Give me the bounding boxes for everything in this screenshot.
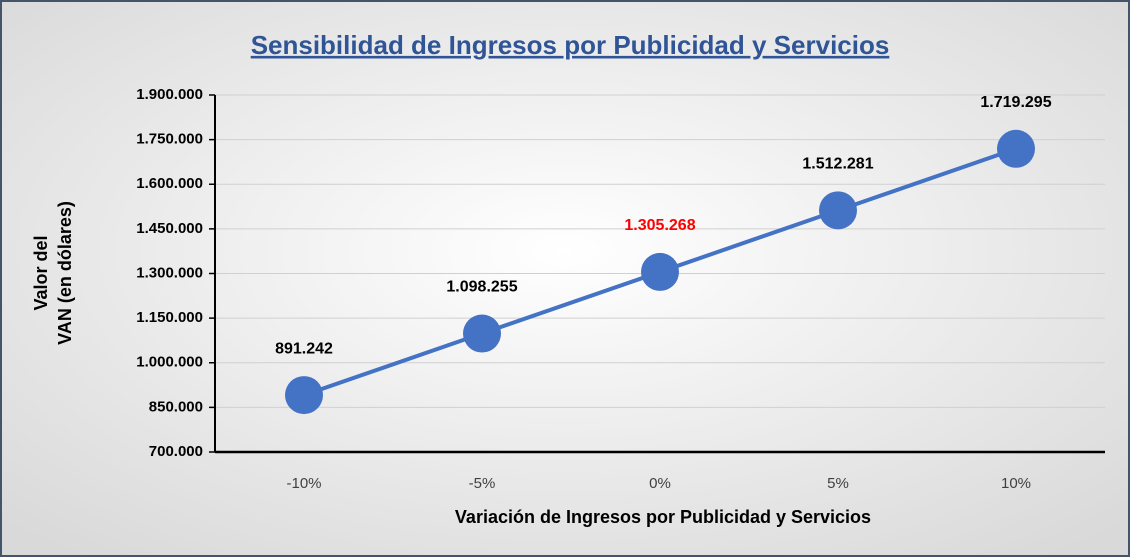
y-tick-label: 1.900.000 (136, 86, 203, 103)
y-tick-label: 1.600.000 (136, 175, 203, 192)
x-tick-label: 5% (827, 475, 849, 492)
x-tick-label: -5% (469, 475, 496, 492)
y-tick-label: 1.000.000 (136, 354, 203, 371)
x-tick-label: -10% (286, 475, 321, 492)
data-point (997, 129, 1035, 168)
data-label: 1.098.255 (446, 279, 517, 296)
data-point (819, 191, 857, 230)
data-point (285, 376, 323, 415)
chart-title: Sensibilidad de Ingresos por Publicidad … (251, 30, 890, 60)
y-axis-title: Valor del (31, 235, 51, 310)
y-tick-label: 1.300.000 (136, 264, 203, 281)
data-point (641, 252, 679, 291)
data-label: 1.719.295 (980, 94, 1051, 111)
x-tick-label: 10% (1001, 475, 1031, 492)
data-label: 891.242 (275, 340, 333, 357)
y-tick-label: 850.000 (149, 398, 203, 415)
y-tick-label: 1.150.000 (136, 309, 203, 326)
y-axis-title: VAN (en dólares) (55, 201, 75, 345)
y-tick-label: 1.450.000 (136, 220, 203, 237)
data-label: 1.512.281 (802, 156, 873, 173)
x-axis-title: Variación de Ingresos por Publicidad y S… (455, 507, 871, 527)
y-tick-label: 1.750.000 (136, 131, 203, 148)
data-point (463, 314, 501, 353)
x-tick-label: 0% (649, 475, 671, 492)
data-label: 1.305.268 (624, 217, 695, 234)
y-tick-label: 700.000 (149, 443, 203, 460)
